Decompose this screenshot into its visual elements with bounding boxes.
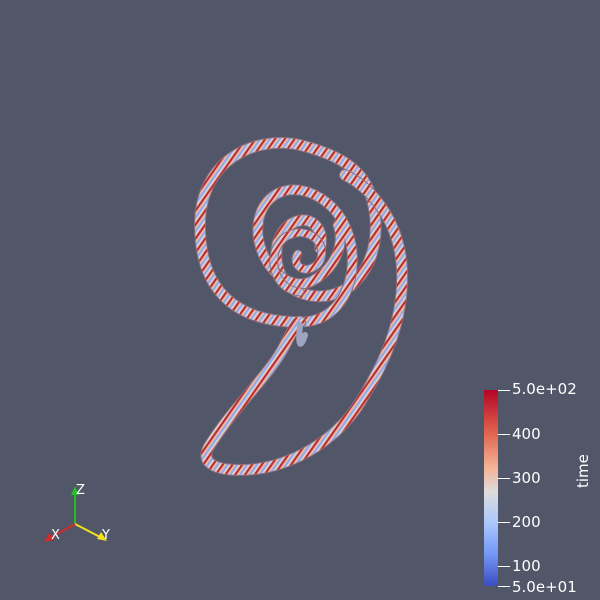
- colorbar-label: 200: [512, 513, 541, 531]
- colorbar-tick: [498, 586, 510, 587]
- y-axis-arrow: [97, 532, 107, 541]
- axes-triad: [44, 486, 107, 542]
- colorbar-title: time: [574, 454, 592, 488]
- colorbar-tick: [498, 434, 510, 435]
- colorbar-tick: [498, 478, 510, 479]
- x-axis-label: X: [51, 528, 60, 543]
- streamtube-spiral: [193, 136, 409, 477]
- colorbar-gradient: [484, 390, 498, 586]
- orientation-axes: Z Y X: [30, 478, 120, 548]
- colorbar-label: 300: [512, 469, 541, 487]
- colorbar-tick: [498, 522, 510, 523]
- colorbar-tick: [498, 566, 510, 567]
- colorbar-label: 5.0e+02: [512, 380, 577, 398]
- colorbar-label: 400: [512, 425, 541, 443]
- color-legend: 5.0e+02 400 300 200 100 5.0e+01 time: [482, 381, 600, 596]
- colorbar-label: 100: [512, 557, 541, 575]
- z-axis-arrow: [71, 486, 79, 495]
- y-axis-line: [74, 523, 103, 539]
- y-axis-label: Y: [102, 528, 110, 543]
- x-axis-arrow: [44, 533, 54, 542]
- z-axis-label: Z: [76, 483, 85, 498]
- x-axis-line: [49, 523, 76, 539]
- colorbar-label: 5.0e+01: [512, 578, 577, 596]
- colorbar-tick: [498, 390, 510, 391]
